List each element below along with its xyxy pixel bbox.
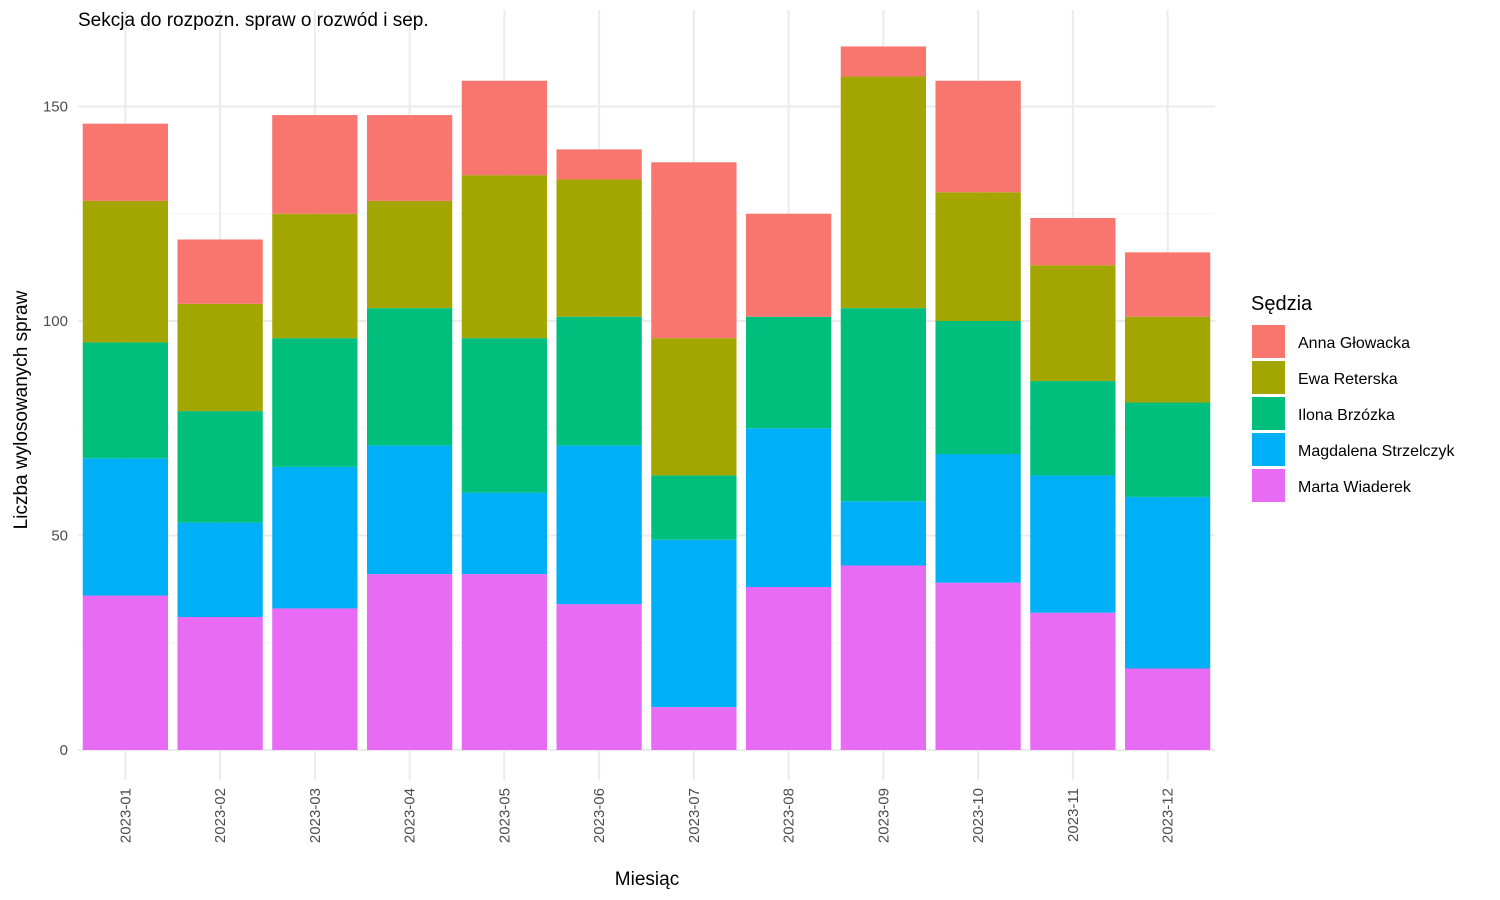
bar-segment: [272, 608, 358, 750]
x-tick-label: 2023-05: [496, 788, 513, 843]
x-tick-label: 2023-06: [591, 788, 608, 843]
bar-segment: [935, 582, 1021, 750]
bar-segment: [1124, 668, 1211, 750]
bar-segment: [366, 115, 453, 201]
bar-segment: [935, 321, 1021, 454]
x-tick-label: 2023-01: [117, 788, 134, 843]
bar-segment: [1124, 316, 1211, 403]
bar-segment: [556, 179, 642, 317]
bar-segment: [745, 586, 832, 750]
bar-segment: [177, 303, 263, 412]
bar-segment: [366, 445, 453, 575]
chart-title: Sekcja do rozpozn. spraw o rozwód i sep.: [78, 10, 429, 31]
bar-segment: [177, 522, 263, 618]
bar-segment: [82, 123, 169, 201]
bar-segment: [651, 162, 737, 339]
bar-segment: [82, 342, 169, 459]
bar-segment: [461, 492, 548, 575]
legend-items: Anna Głowacka Ewa Reterska Ilona Brzózka Ma…: [1252, 325, 1456, 502]
y-tick-label: 150: [43, 99, 68, 116]
bar-segment: [1124, 496, 1211, 669]
bar-segment: [1030, 381, 1116, 476]
bar-segment: [745, 316, 832, 429]
legend: Sędzia Anna Głowacka Ewa Reterska Ilona Br…: [1251, 293, 1456, 502]
bar-segment: [745, 213, 832, 317]
legend-label: Ewa Reterska: [1298, 371, 1398, 388]
y-tick-label: 100: [43, 313, 68, 330]
bar-segment: [177, 239, 263, 304]
bar-segment: [1124, 402, 1211, 497]
bar-segment: [461, 80, 548, 176]
bar-segment: [840, 46, 927, 77]
bar-segment: [1124, 252, 1211, 317]
legend-label: Ilona Brzózka: [1298, 407, 1395, 424]
bar-segment: [840, 308, 927, 502]
x-axis-title: Miesiąc: [615, 869, 679, 890]
bar-segment: [272, 115, 358, 214]
x-tick-label: 2023-12: [1160, 788, 1177, 843]
bar-segment: [82, 200, 169, 343]
bar-segment: [82, 458, 169, 596]
bar-segment: [461, 574, 548, 750]
legend-swatch: [1252, 397, 1285, 430]
bar-segment: [840, 565, 927, 750]
bar-segment: [272, 213, 358, 339]
legend-label: Anna Głowacka: [1298, 335, 1410, 352]
legend-swatch: [1252, 469, 1285, 502]
bar-segment: [651, 475, 737, 540]
bar-segment: [556, 445, 642, 605]
bar-segment: [651, 338, 737, 476]
bar-segment: [840, 501, 927, 566]
bar-segment: [272, 338, 358, 467]
legend-swatch: [1252, 361, 1285, 394]
x-tick-label: 2023-02: [212, 788, 229, 843]
bars: [82, 46, 1211, 750]
x-tick-label: 2023-11: [1065, 788, 1082, 842]
x-tick-label: 2023-08: [781, 788, 798, 843]
bar-segment: [935, 80, 1021, 193]
x-tick-label: 2023-09: [875, 788, 892, 843]
x-tick-label: 2023-03: [307, 788, 324, 843]
bar-segment: [366, 308, 453, 446]
y-tick-label: 0: [60, 742, 68, 759]
bar-segment: [272, 466, 358, 609]
bar-segment: [556, 604, 642, 750]
bar-segment: [1030, 475, 1116, 613]
bar-segment: [177, 411, 263, 523]
bar-segment: [556, 149, 642, 180]
bar-segment: [366, 200, 453, 309]
legend-label: Magdalena Strzelczyk: [1298, 443, 1456, 460]
bar-segment: [366, 574, 453, 750]
x-tick-label: 2023-10: [970, 788, 987, 843]
bar-segment: [935, 192, 1021, 321]
bar-segment: [840, 76, 927, 309]
tick-labels: 0 50 100 150 2023-01 2023-02 2023-03 2023-04 202…: [43, 99, 1177, 844]
y-axis-title: Liczba wylosowanych spraw: [11, 290, 32, 529]
bar-segment: [461, 175, 548, 339]
bar-segment: [461, 338, 548, 493]
bar-segment: [651, 707, 737, 750]
x-tick-label: 2023-07: [686, 788, 703, 843]
bar-segment: [1030, 265, 1116, 382]
legend-label: Marta Wiaderek: [1298, 479, 1412, 496]
bar-segment: [651, 539, 737, 708]
y-tick-label: 50: [51, 528, 68, 545]
legend-swatch: [1252, 325, 1285, 358]
bar-segment: [556, 316, 642, 446]
bar-segment: [935, 453, 1021, 583]
bar-segment: [1030, 612, 1116, 750]
bar-segment: [1030, 218, 1116, 266]
bar-segment: [177, 617, 263, 750]
legend-title: Sędzia: [1251, 293, 1313, 315]
legend-swatch: [1252, 433, 1285, 466]
bar-segment: [82, 595, 169, 750]
bar-segment: [745, 428, 832, 587]
x-tick-label: 2023-04: [402, 788, 419, 843]
